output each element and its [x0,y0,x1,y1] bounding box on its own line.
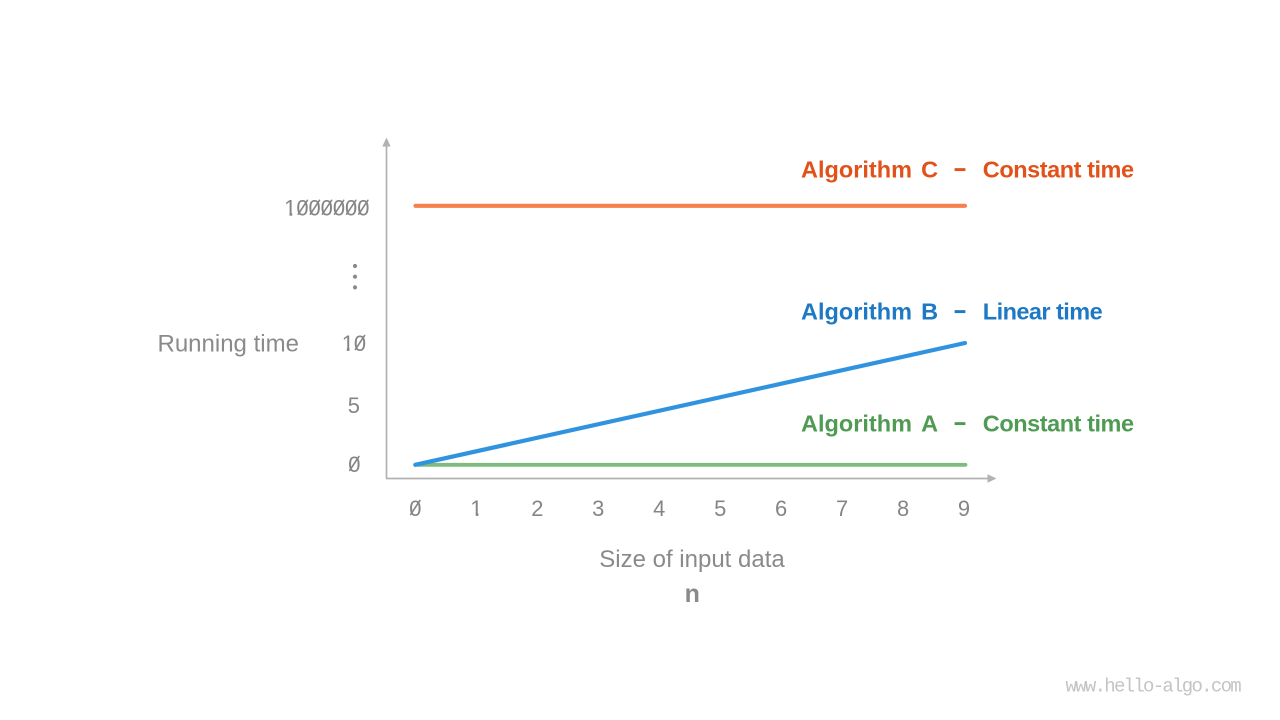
svg-text:7: 7 [836,496,848,521]
svg-text:Running time: Running time [158,330,299,357]
svg-text:5: 5 [714,496,726,521]
svg-text:Size of input data: Size of input data [599,546,785,573]
svg-text:Constant time: Constant time [983,411,1134,437]
svg-text:n: n [685,580,700,608]
svg-text:10: 10 [342,331,366,356]
svg-text:Algorithm: Algorithm [801,411,912,437]
svg-text:B: B [921,299,938,325]
svg-text:Algorithm: Algorithm [801,299,912,325]
svg-text:6: 6 [775,496,787,521]
svg-text:C: C [921,157,938,183]
svg-text:www.hello-algo.com: www.hello-algo.com [1066,676,1242,698]
svg-text:A: A [921,411,938,437]
svg-text:5: 5 [348,393,360,418]
svg-text:8: 8 [897,496,909,521]
svg-text:Algorithm: Algorithm [801,157,912,183]
svg-text:2: 2 [531,496,543,521]
svg-text:9: 9 [958,496,970,521]
svg-text:Constant time: Constant time [983,157,1134,183]
svg-text:3: 3 [592,496,604,521]
svg-text:Linear time: Linear time [983,299,1103,325]
svg-text:4: 4 [653,496,665,521]
svg-text:1: 1 [470,496,482,521]
